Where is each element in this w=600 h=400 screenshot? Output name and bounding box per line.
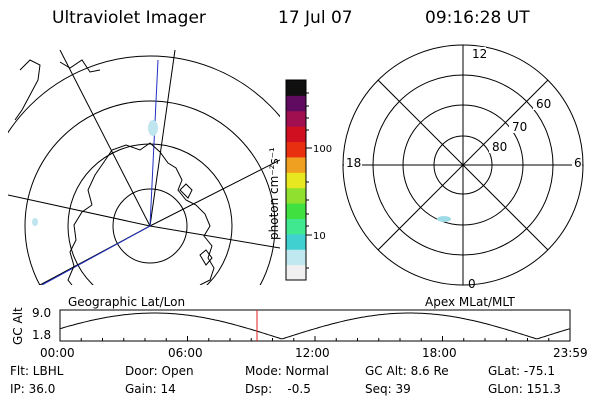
lon-line xyxy=(149,49,176,227)
colorbar-ticks xyxy=(306,92,312,269)
coastline xyxy=(199,249,213,266)
colorbar-tick-100: 100 xyxy=(313,144,332,155)
colorbar-segment xyxy=(286,141,306,158)
colorbar-segment xyxy=(286,95,306,112)
aurora-patch xyxy=(32,218,38,226)
colorbar-tick-10: 10 xyxy=(313,231,326,242)
altitude-ylabel: GC Alt xyxy=(11,307,25,345)
lon-line xyxy=(59,49,151,227)
magnetic-polar-plot xyxy=(342,44,584,286)
colorbar-segment xyxy=(286,187,306,204)
colorbar-segment xyxy=(286,110,306,127)
geo-lon-status: GLon: 151.3 xyxy=(488,382,561,396)
colorbar-unit-label: photon cm⁻²s⁻¹ xyxy=(267,147,281,240)
lat-circle xyxy=(8,55,280,134)
gain-status: Gain: 14 xyxy=(125,382,176,396)
lon-line xyxy=(149,225,280,249)
colorbar-segment xyxy=(286,218,306,235)
magnetic-map-label: Apex MLat/MLT xyxy=(425,295,515,309)
colorbar-segment xyxy=(286,249,306,266)
altitude-xtick-label: 00:00 xyxy=(40,346,75,360)
track-line xyxy=(41,225,151,285)
mlat-label-70: 70 xyxy=(512,120,527,134)
colorbar-segment xyxy=(286,203,306,219)
gc-alt-status: GC Alt: 8.6 Re xyxy=(365,364,449,378)
mlt-label-18: 18 xyxy=(346,156,361,170)
polar-labels: 12 18 6 0 60 70 80 xyxy=(344,47,582,291)
geo-lat-status: GLat: -75.1 xyxy=(488,364,555,378)
mlt-label-6: 6 xyxy=(574,156,582,170)
colorbar-segment xyxy=(286,264,306,281)
colorbar-segment xyxy=(286,156,306,173)
mlt-line xyxy=(377,79,549,251)
coastline xyxy=(67,204,93,285)
ip-status: IP: 36.0 xyxy=(10,382,56,396)
colorbar xyxy=(286,80,306,281)
track-line xyxy=(149,59,159,227)
altitude-xtick-label: 18:00 xyxy=(422,346,457,360)
altitude-ytick-high: 9.0 xyxy=(32,306,52,320)
colorbar-segment xyxy=(286,233,306,250)
lat-circle xyxy=(67,143,233,285)
altitude-curve xyxy=(59,312,571,340)
altitude-xtick-label: 23:59 xyxy=(553,346,588,360)
filter-status: Flt: LBHL xyxy=(10,364,64,378)
mlt-label-0: 0 xyxy=(468,277,476,291)
colorbar-segment xyxy=(286,80,306,96)
lat-circle xyxy=(112,188,188,264)
lon-line xyxy=(149,159,280,227)
coastline xyxy=(59,59,101,73)
mlt-label-12: 12 xyxy=(472,47,487,61)
observation-time: 09:16:28 UT xyxy=(425,8,530,28)
lon-line xyxy=(8,194,151,227)
door-status: Door: Open xyxy=(125,364,194,378)
dsp-status: Dsp: -0.5 xyxy=(245,382,311,396)
instrument-title: Ultraviolet Imager xyxy=(52,8,206,28)
altitude-xtick-label: 06:00 xyxy=(168,346,203,360)
altitude-ytick-low: 1.8 xyxy=(32,328,52,342)
lat-circle xyxy=(24,100,276,285)
colorbar-segment xyxy=(286,172,306,189)
geographic-map-label: Geographic Lat/Lon xyxy=(68,295,186,309)
colorbar-segment xyxy=(286,126,306,143)
geographic-map xyxy=(8,49,280,285)
altitude-xtick-label: 12:00 xyxy=(295,346,330,360)
coastline xyxy=(87,142,215,285)
sequence-status: Seq: 39 xyxy=(365,382,411,396)
coastline xyxy=(14,59,41,121)
observation-date: 17 Jul 07 xyxy=(278,8,353,28)
mode-status: Mode: Normal xyxy=(245,364,329,378)
altitude-xticks xyxy=(59,336,571,341)
mlat-label-60: 60 xyxy=(536,97,551,111)
aurora-patch xyxy=(148,120,158,136)
mlat-label-80: 80 xyxy=(492,140,507,154)
colorbar-frame xyxy=(285,79,307,281)
coastline xyxy=(179,183,193,199)
aurora-patch xyxy=(437,216,451,222)
